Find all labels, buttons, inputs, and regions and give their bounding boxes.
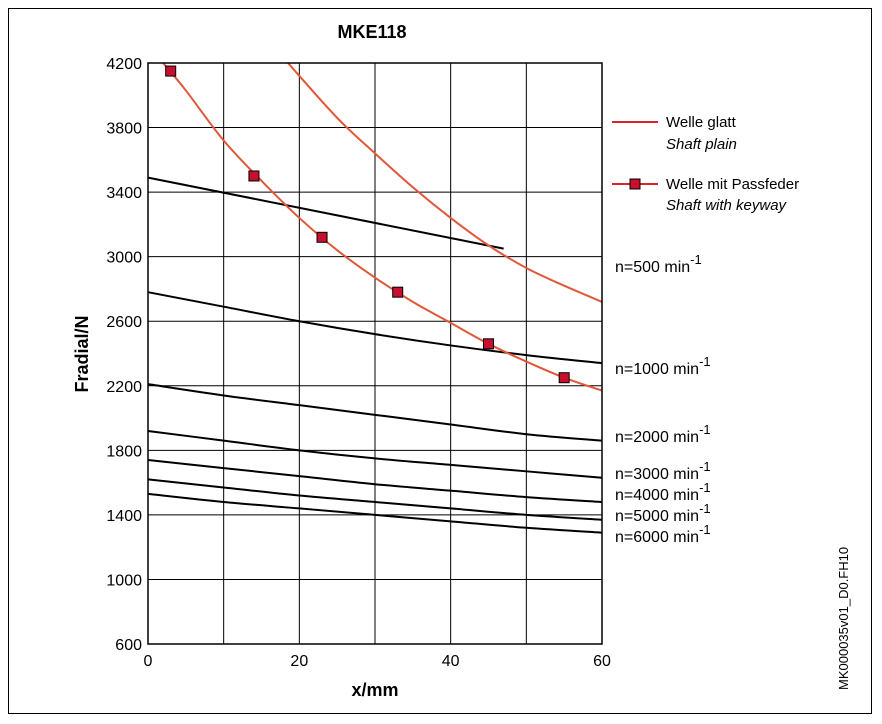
speed-curve-6 <box>147 492 603 534</box>
y-tick-label: 2200 <box>106 379 142 396</box>
y-tick-label: 1800 <box>106 443 142 460</box>
legend-plain-label-en: Shaft plain <box>666 136 737 153</box>
speed-curve-2 <box>147 383 603 442</box>
x-tick-label: 20 <box>290 653 308 670</box>
y-tick-label: 2600 <box>106 314 142 331</box>
chart-frame <box>8 8 872 714</box>
shaft-curve-keyway <box>162 62 603 392</box>
grid <box>147 62 603 645</box>
legend: Welle glatt Shaft plain Welle mit Passfe… <box>612 114 799 214</box>
keyway-marker <box>483 338 494 350</box>
y-tick-label: 1400 <box>106 508 142 525</box>
speed-label: n=4000 min-1 <box>615 480 711 504</box>
speed-label: n=2000 min-1 <box>615 422 711 446</box>
legend-keyway-marker <box>629 178 641 190</box>
speed-curve-0 <box>147 176 504 250</box>
speed-curve-4 <box>147 459 603 503</box>
keyway-marker <box>558 372 570 384</box>
speed-label: n=3000 min-1 <box>615 459 711 483</box>
speed-curve-1 <box>147 291 603 365</box>
speed-label: n=5000 min-1 <box>615 501 711 525</box>
speed-label: n=1000 min-1 <box>615 354 711 378</box>
legend-keyway-label: Welle mit Passfeder <box>666 176 799 193</box>
y-tick-label: 3000 <box>106 250 142 267</box>
y-tick-label: 3400 <box>106 185 142 202</box>
keyway-marker <box>392 286 404 298</box>
y-tick-labels: 600 1000 1400 1800 2200 2600 3000 3400 3800 4200 <box>106 56 142 654</box>
chart-title: MKE118 <box>337 22 406 42</box>
legend-plain-label: Welle glatt <box>666 114 737 131</box>
curves <box>147 62 603 534</box>
speed-curve-3 <box>147 429 603 479</box>
y-tick-label: 3800 <box>106 121 142 138</box>
x-tick-label: 60 <box>593 653 611 670</box>
x-tick-labels: 0 20 40 60 <box>144 653 611 670</box>
y-tick-label: 1000 <box>106 572 142 589</box>
speed-label: n=500 min-1 <box>615 252 702 276</box>
x-tick-label: 0 <box>144 653 153 670</box>
shaft-curve-plain <box>287 62 603 303</box>
speed-labels: n=500 min-1 n=1000 min-1 n=2000 min-1 n=300… <box>615 252 711 546</box>
y-tick-label: 600 <box>115 637 142 654</box>
document-id: MK000035v01_D0.FH10 <box>836 547 851 690</box>
x-axis-label: x/mm <box>351 680 398 700</box>
y-axis-label: Fradial/N <box>72 315 92 392</box>
legend-keyway-label-en: Shaft with keyway <box>666 197 788 214</box>
y-tick-label: 4200 <box>106 56 142 73</box>
keyway-marker <box>165 65 177 77</box>
speed-curve-5 <box>147 478 603 521</box>
x-tick-label: 40 <box>442 653 460 670</box>
keyway-markers <box>165 65 570 384</box>
speed-label: n=6000 min-1 <box>615 522 711 546</box>
keyway-marker <box>316 231 328 243</box>
keyway-marker <box>248 170 260 182</box>
plot-border <box>147 62 603 645</box>
